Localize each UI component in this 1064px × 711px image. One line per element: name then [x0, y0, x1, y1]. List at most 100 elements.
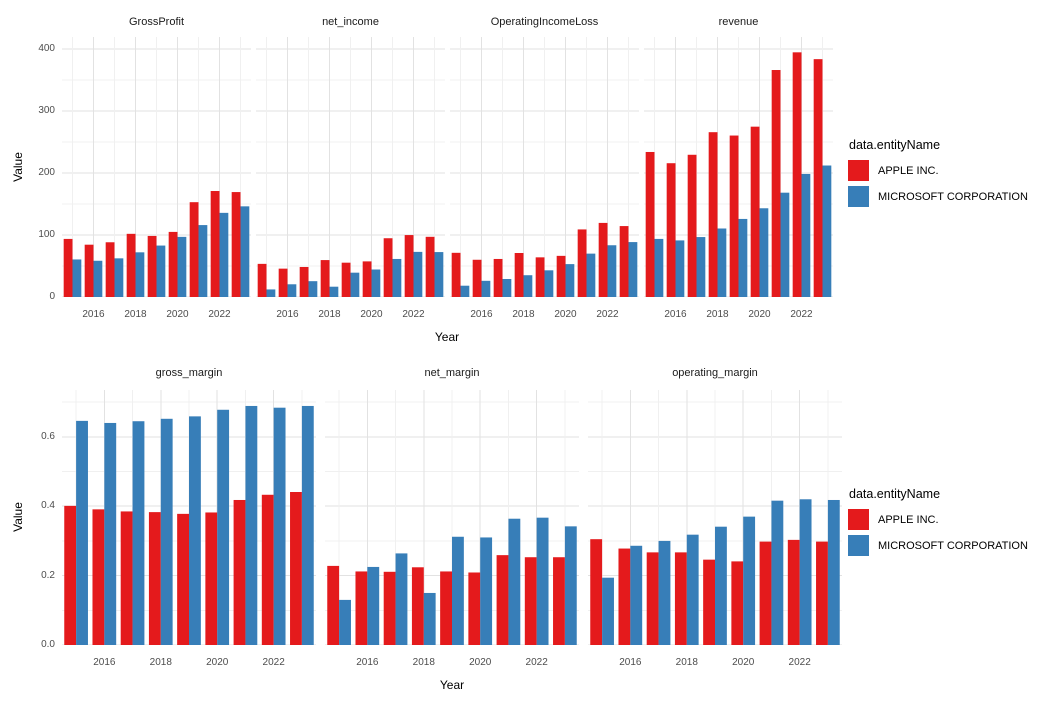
- bar-apple: [411, 567, 424, 645]
- facet-title: GrossProfit: [128, 16, 184, 28]
- bar-microsoft: [189, 416, 201, 645]
- bar-microsoft: [675, 240, 685, 297]
- bar-apple: [320, 260, 330, 297]
- bar-apple: [687, 154, 697, 297]
- bar-microsoft: [219, 212, 229, 297]
- bar-apple: [524, 557, 537, 645]
- bar-microsoft: [654, 238, 664, 297]
- y-tick-label: 0.4: [41, 500, 55, 512]
- bar-microsoft: [301, 405, 314, 645]
- bar-microsoft: [329, 286, 339, 297]
- bar-apple: [468, 572, 481, 645]
- legend-item-apple: APPLE INC.: [848, 509, 1062, 530]
- bar-microsoft: [177, 236, 187, 297]
- x-tick-label: 2022: [525, 657, 548, 668]
- bar-microsoft: [696, 237, 706, 297]
- x-axis-title-top: Year: [434, 330, 460, 344]
- bar-microsoft: [160, 418, 173, 645]
- facet-title: revenue: [718, 16, 759, 28]
- bar-microsoft: [502, 279, 512, 297]
- bar-microsoft: [367, 566, 380, 645]
- bar-microsoft: [240, 206, 250, 297]
- legend-bottom: data.entityName APPLE INC. MICROSOFT COR…: [848, 487, 1062, 561]
- bar-apple: [556, 255, 566, 297]
- bar-apple: [404, 235, 414, 297]
- legend-swatch-apple-icon: [848, 160, 869, 181]
- bar-microsoft: [395, 553, 408, 645]
- y-tick-label: 0.6: [41, 430, 55, 442]
- y-tick-label: 0.2: [41, 569, 55, 581]
- bar-microsoft: [104, 422, 117, 645]
- legend-label-microsoft: MICROSOFT CORPORATION: [878, 539, 1028, 552]
- x-tick-label: 2020: [748, 309, 771, 320]
- bar-apple: [355, 571, 368, 645]
- bar-microsoft: [586, 253, 596, 297]
- bar-microsoft: [114, 258, 124, 297]
- bar-apple: [619, 226, 629, 297]
- legend-swatch-microsoft-icon: [848, 535, 869, 556]
- bar-microsoft: [93, 260, 103, 297]
- legend-top: data.entityName APPLE INC. MICROSOFT COR…: [848, 138, 1062, 212]
- bar-apple: [64, 505, 77, 645]
- bar-apple: [451, 252, 461, 297]
- x-tick-label: 2016: [276, 309, 299, 320]
- bar-microsoft: [287, 284, 297, 297]
- x-tick-label: 2018: [706, 309, 729, 320]
- bar-microsoft: [72, 259, 82, 297]
- bar-apple: [703, 559, 715, 645]
- legend-label-microsoft: MICROSOFT CORPORATION: [878, 190, 1028, 203]
- x-tick-label: 2018: [512, 309, 535, 320]
- x-tick-label: 2018: [124, 309, 147, 320]
- legend-title: data.entityName: [849, 138, 941, 152]
- y-tick-label: 200: [38, 166, 55, 178]
- bar-microsoft: [434, 252, 444, 297]
- x-tick-label: 2022: [262, 657, 285, 668]
- x-tick-label: 2020: [206, 657, 229, 668]
- bar-apple: [425, 236, 435, 297]
- bar-microsoft: [607, 245, 617, 297]
- bar-apple: [813, 59, 823, 297]
- bar-microsoft: [339, 599, 351, 645]
- bar-apple: [816, 541, 828, 645]
- x-tick-label: 2020: [360, 309, 383, 320]
- bar-microsoft: [780, 192, 790, 297]
- bar-apple: [759, 541, 772, 645]
- legend-title: data.entityName: [849, 487, 941, 501]
- bar-microsoft: [544, 270, 554, 297]
- x-tick-label: 2020: [554, 309, 577, 320]
- x-tick-label: 2020: [732, 657, 755, 668]
- x-tick-label: 2022: [208, 309, 231, 320]
- bar-apple: [205, 512, 218, 645]
- bar-microsoft: [801, 173, 811, 297]
- x-tick-label: 2016: [470, 309, 493, 320]
- bar-apple: [105, 242, 115, 297]
- facet-plot: [588, 390, 842, 645]
- bar-apple: [148, 512, 161, 645]
- bar-apple: [290, 492, 302, 645]
- bar-microsoft: [602, 577, 614, 645]
- x-tick-label: 2016: [93, 657, 116, 668]
- bar-apple: [493, 258, 503, 297]
- bar-apple: [792, 52, 802, 297]
- x-tick-label: 2018: [675, 657, 698, 668]
- bar-microsoft: [481, 280, 491, 297]
- bar-apple: [674, 552, 687, 645]
- bar-apple: [496, 555, 509, 645]
- bar-apple: [120, 511, 133, 645]
- bar-microsoft: [480, 537, 493, 645]
- x-tick-label: 2022: [596, 309, 619, 320]
- bar-microsoft: [132, 421, 145, 645]
- bar-microsoft: [273, 407, 286, 645]
- bar-apple: [327, 565, 340, 645]
- facet-plot: [256, 37, 445, 297]
- bar-microsoft: [771, 500, 784, 645]
- bar-apple: [750, 126, 760, 297]
- facet-title: OperatingIncomeLoss: [490, 16, 599, 28]
- bar-microsoft: [743, 516, 756, 645]
- facet-plot: [644, 37, 833, 297]
- bar-apple: [535, 257, 545, 297]
- y-tick-label: 100: [38, 228, 55, 240]
- bar-microsoft: [135, 252, 145, 297]
- x-tick-label: 2022: [790, 309, 813, 320]
- bar-apple: [231, 192, 241, 297]
